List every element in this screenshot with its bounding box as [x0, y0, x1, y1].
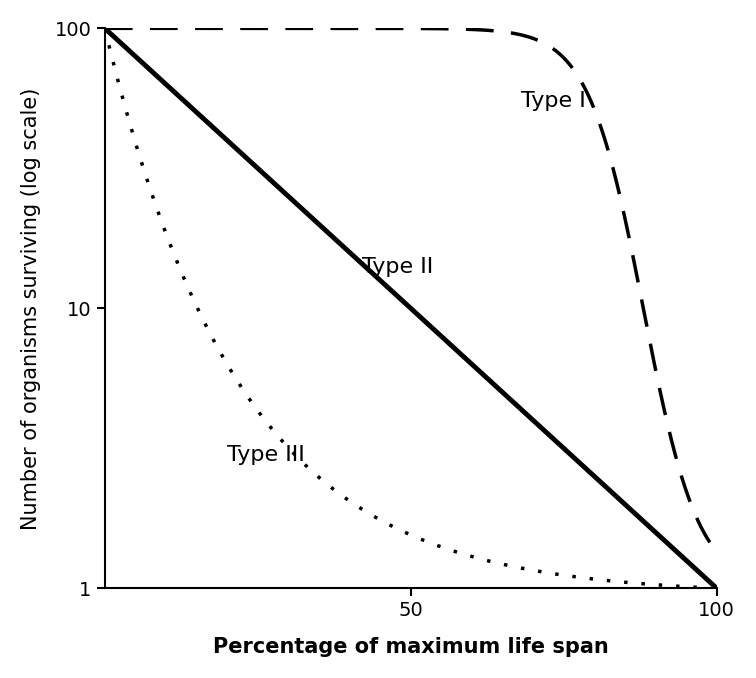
Text: Type I: Type I [521, 91, 586, 111]
X-axis label: Percentage of maximum life span: Percentage of maximum life span [213, 637, 609, 657]
Y-axis label: Number of organisms surviving (log scale): Number of organisms surviving (log scale… [21, 87, 41, 530]
Text: Type II: Type II [362, 258, 433, 277]
Text: Type III: Type III [228, 445, 305, 464]
